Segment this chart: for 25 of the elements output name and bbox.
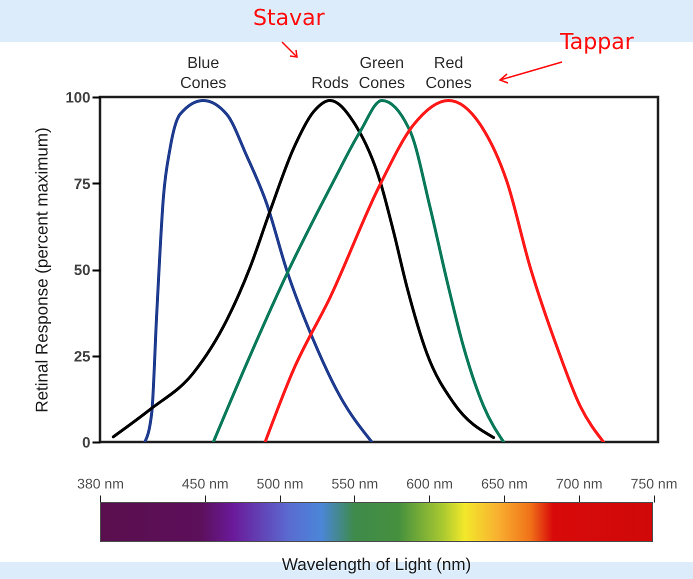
line-series [264, 98, 606, 442]
x-tick-label: 700 nm [556, 476, 603, 492]
y-tick-label: 0 [82, 434, 90, 452]
x-tick-label: 550 nm [331, 476, 378, 492]
text: Tappar [560, 30, 634, 55]
x-tick-label: 750 nm [630, 476, 678, 492]
x-tick-label: 600 nm [406, 476, 453, 492]
y-tick-label: 25 [74, 348, 90, 366]
x-tick-label: 500 nm [256, 476, 304, 492]
y-tick-label: 100 [65, 90, 90, 106]
x-tick-label: 450 nm [182, 476, 229, 492]
y-axis-title: Retinal Response (percent maximum) [32, 127, 52, 413]
y-tick-label: 50 [74, 262, 90, 279]
series-label: Blue Cones [180, 55, 226, 92]
series-label: Rods [311, 75, 349, 92]
x-tick-label: 650 nm [481, 476, 528, 492]
y-tick-label: 75 [74, 176, 90, 193]
line-series [212, 98, 506, 442]
x-tick-label: 380 nm [77, 476, 124, 492]
line-series [143, 98, 374, 442]
x-axis-title: Wavelength of Light (nm) [280, 555, 472, 575]
line-series [112, 98, 496, 440]
text: Stavar [253, 6, 325, 31]
series-label: Green Cones [358, 55, 405, 92]
legend-label: Red Cones [425, 55, 472, 92]
